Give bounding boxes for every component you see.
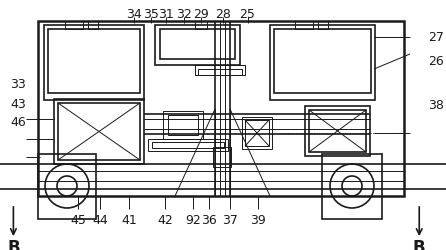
Bar — [274, 30, 371, 94]
Bar — [242, 118, 272, 150]
Text: 36: 36 — [201, 214, 217, 226]
Text: 92: 92 — [185, 214, 201, 226]
Bar — [318, 22, 328, 30]
Text: 31: 31 — [158, 8, 174, 20]
Text: 43: 43 — [10, 97, 26, 110]
Text: 26: 26 — [428, 55, 444, 68]
Text: 35: 35 — [143, 8, 159, 20]
Text: 34: 34 — [126, 8, 142, 20]
Text: 27: 27 — [428, 30, 444, 44]
Text: 28: 28 — [215, 8, 231, 20]
Bar — [48, 30, 140, 94]
Text: 32: 32 — [176, 8, 192, 20]
Text: 45: 45 — [70, 214, 86, 226]
Bar — [44, 26, 144, 101]
Text: 37: 37 — [222, 214, 238, 226]
Bar — [295, 22, 313, 30]
Bar — [38, 154, 96, 219]
Text: 39: 39 — [250, 214, 266, 226]
Text: 25: 25 — [240, 8, 256, 20]
Text: 44: 44 — [92, 214, 108, 226]
Bar — [58, 104, 140, 160]
Bar — [38, 22, 404, 196]
Bar — [195, 22, 207, 30]
Bar — [65, 22, 83, 30]
Bar — [213, 148, 231, 167]
Text: B: B — [7, 238, 20, 250]
Bar — [245, 120, 269, 146]
Text: 46: 46 — [10, 116, 26, 129]
Bar — [155, 26, 240, 66]
Bar — [322, 154, 382, 219]
Text: 41: 41 — [121, 214, 137, 226]
Bar — [148, 140, 228, 151]
Bar — [270, 26, 375, 101]
Bar — [168, 116, 198, 136]
Text: 33: 33 — [10, 77, 26, 90]
Bar — [54, 100, 144, 164]
Text: 42: 42 — [157, 214, 173, 226]
Text: B: B — [413, 238, 425, 250]
Text: 38: 38 — [428, 98, 444, 112]
Bar — [152, 142, 224, 148]
Bar — [88, 22, 98, 30]
Bar — [195, 66, 245, 76]
Bar — [305, 106, 370, 156]
Bar — [198, 70, 242, 76]
Text: 29: 29 — [193, 8, 209, 20]
Bar — [309, 110, 366, 152]
Bar — [163, 112, 203, 140]
Bar — [160, 30, 235, 60]
